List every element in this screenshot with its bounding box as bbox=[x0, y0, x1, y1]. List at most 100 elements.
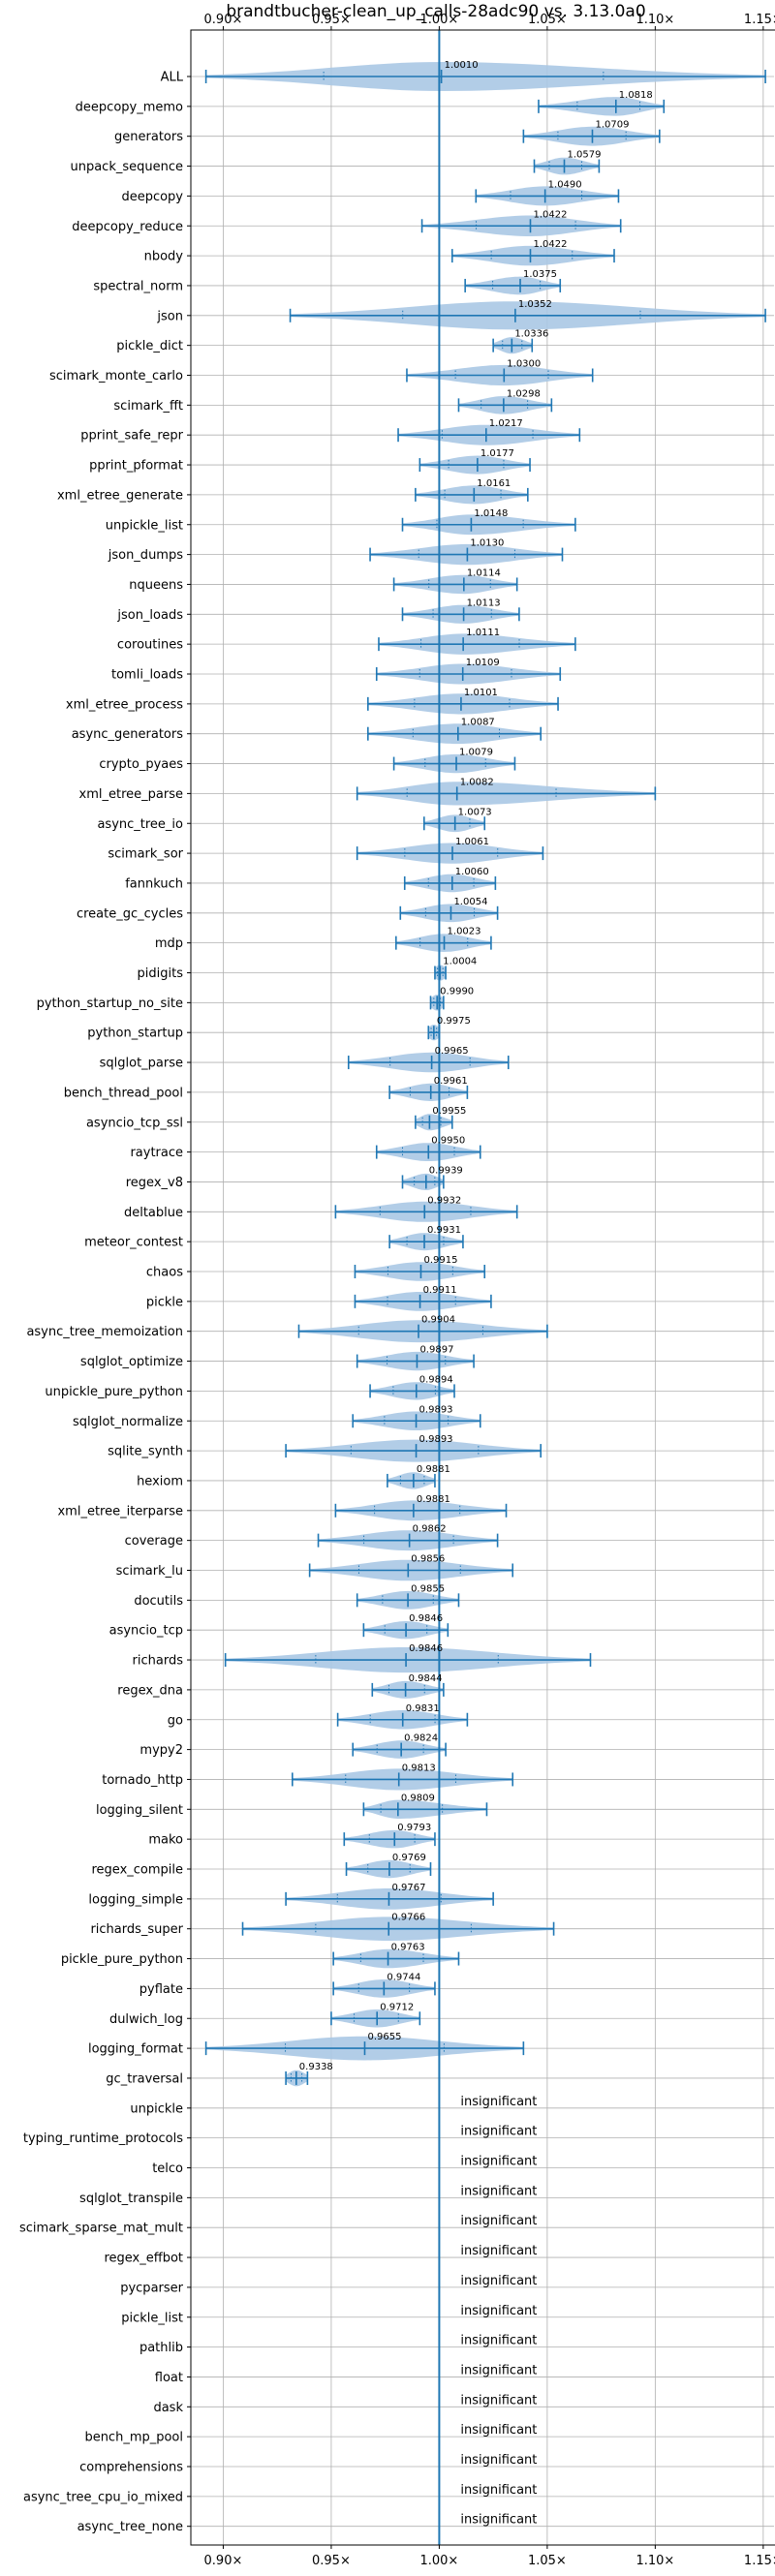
category-label-json-dumps: json_dumps bbox=[108, 548, 183, 563]
category-label-pidigits: pidigits bbox=[138, 966, 184, 981]
category-label-generators: generators bbox=[114, 130, 183, 144]
category-label-tomli-loads: tomli_loads bbox=[111, 668, 183, 683]
value-label-go: 0.9831 bbox=[406, 1703, 440, 1714]
value-label-coroutines: 1.0111 bbox=[466, 628, 500, 638]
insignificant-label-async-tree-cpu-io-mixed: insignificant bbox=[460, 2483, 537, 2498]
category-label-pathlib: pathlib bbox=[140, 2341, 183, 2355]
value-label-mdp: 1.0023 bbox=[448, 927, 481, 937]
value-label-richards-super: 0.9766 bbox=[391, 1913, 425, 1923]
category-label-sqlglot-normalize: sqlglot_normalize bbox=[73, 1415, 183, 1429]
insignificant-label-regex-effbot: insignificant bbox=[460, 2244, 537, 2258]
category-label-deepcopy: deepcopy bbox=[121, 190, 183, 204]
insignificant-label-bench-mp-pool: insignificant bbox=[460, 2423, 537, 2438]
value-label-fannkuch: 1.0060 bbox=[455, 867, 489, 877]
category-label-scimark-lu: scimark_lu bbox=[116, 1564, 183, 1579]
value-label-generators: 1.0709 bbox=[595, 120, 629, 131]
insignificant-label-scimark-sparse-mat-mult: insignificant bbox=[460, 2214, 537, 2228]
category-label-json-loads: json_loads bbox=[116, 608, 183, 623]
value-label-pprint-pformat: 1.0177 bbox=[480, 448, 514, 459]
category-label-go: go bbox=[168, 1713, 183, 1728]
category-label-async-tree-none: async_tree_none bbox=[78, 2520, 183, 2534]
category-label-pycparser: pycparser bbox=[120, 2281, 183, 2295]
category-label-raytrace: raytrace bbox=[130, 1146, 183, 1160]
value-label-xml-etree-parse: 1.0082 bbox=[460, 777, 494, 787]
category-label-python-startup-no-site: python_startup_no_site bbox=[37, 997, 183, 1011]
category-label-logging-format: logging_format bbox=[88, 2042, 183, 2057]
x-tick-label-bottom: 1.00× bbox=[419, 2554, 458, 2568]
insignificant-label-typing-runtime-protocols: insignificant bbox=[460, 2125, 537, 2139]
value-label-gc-traversal: 0.9338 bbox=[299, 2062, 333, 2072]
value-label-regex-dna: 0.9844 bbox=[409, 1673, 443, 1684]
value-label-json: 1.0352 bbox=[518, 299, 552, 310]
value-label-json-dumps: 1.0130 bbox=[470, 538, 504, 549]
insignificant-label-pathlib: insignificant bbox=[460, 2334, 537, 2348]
value-label-nbody: 1.0422 bbox=[533, 239, 567, 250]
category-label-unpickle: unpickle bbox=[130, 2101, 183, 2116]
value-label-async-generators: 1.0087 bbox=[461, 718, 495, 728]
category-label-gc-traversal: gc_traversal bbox=[106, 2071, 183, 2086]
category-label-async-generators: async_generators bbox=[72, 727, 184, 742]
value-label-bench-thread-pool: 0.9961 bbox=[434, 1076, 468, 1087]
insignificant-label-float: insignificant bbox=[460, 2363, 537, 2377]
insignificant-label-pickle-list: insignificant bbox=[460, 2304, 537, 2318]
value-label-pyflate: 0.9744 bbox=[387, 1972, 420, 1982]
chart-title: brandtbucher-clean_up_calls-28adc90 vs. … bbox=[226, 2, 645, 21]
insignificant-label-telco: insignificant bbox=[460, 2155, 537, 2169]
category-label-pickle: pickle bbox=[146, 1295, 183, 1309]
category-label-pyflate: pyflate bbox=[140, 1982, 183, 1997]
value-label-logging-simple: 0.9767 bbox=[391, 1883, 425, 1893]
category-label-deepcopy-memo: deepcopy_memo bbox=[76, 100, 183, 114]
category-label-unpickle-pure-python: unpickle_pure_python bbox=[45, 1385, 183, 1399]
category-label-python-startup: python_startup bbox=[87, 1027, 183, 1041]
category-label-unpickle-list: unpickle_list bbox=[106, 518, 183, 533]
category-label-mdp: mdp bbox=[155, 936, 183, 951]
category-label-meteor-contest: meteor_contest bbox=[84, 1236, 183, 1250]
value-label-python-startup: 0.9975 bbox=[437, 1016, 471, 1027]
category-label-deltablue: deltablue bbox=[124, 1206, 183, 1220]
category-label-async-tree-memoization: async_tree_memoization bbox=[26, 1325, 183, 1339]
value-label-json-loads: 1.0113 bbox=[467, 598, 501, 608]
category-label-bench-thread-pool: bench_thread_pool bbox=[64, 1086, 183, 1100]
value-label-logging-format: 0.9655 bbox=[367, 2032, 401, 2042]
value-label-xml-etree-generate: 1.0161 bbox=[477, 478, 511, 489]
category-label-dulwich-log: dulwich_log bbox=[109, 2012, 183, 2027]
value-label-scimark-fft: 1.0298 bbox=[507, 388, 541, 399]
category-label-xml-etree-generate: xml_etree_generate bbox=[57, 488, 183, 503]
value-label-pickle-dict: 1.0336 bbox=[514, 329, 548, 340]
value-label-coverage: 0.9862 bbox=[413, 1524, 447, 1535]
label-layer: 0.90× 0.90× 0.95× 0.95× 1.00× 1.00× 1.05× 1.05×… bbox=[19, 13, 775, 2568]
value-label-deepcopy: 1.0490 bbox=[548, 179, 582, 190]
category-label-logging-silent: logging_silent bbox=[96, 1803, 183, 1818]
value-label-sqlite-synth: 0.9893 bbox=[419, 1434, 453, 1445]
value-label-async-tree-memoization: 0.9904 bbox=[421, 1315, 455, 1326]
category-label-coroutines: coroutines bbox=[117, 638, 183, 653]
value-label-sqlglot-normalize: 0.9893 bbox=[419, 1404, 453, 1415]
category-label-mypy2: mypy2 bbox=[140, 1743, 183, 1758]
value-label-pickle: 0.9911 bbox=[423, 1285, 457, 1296]
value-label-deepcopy-memo: 1.0818 bbox=[619, 90, 653, 101]
category-label-pickle-pure-python: pickle_pure_python bbox=[61, 1952, 183, 1967]
category-label-float: float bbox=[155, 2371, 183, 2385]
category-label-regex-dna: regex_dna bbox=[117, 1683, 183, 1698]
category-label-scimark-monte-carlo: scimark_monte_carlo bbox=[49, 369, 183, 383]
category-label-bench-mp-pool: bench_mp_pool bbox=[84, 2431, 183, 2445]
category-label-asyncio-tcp-ssl: asyncio_tcp_ssl bbox=[86, 1116, 183, 1130]
category-label-scimark-sor: scimark_sor bbox=[108, 847, 183, 862]
value-label-meteor-contest: 0.9931 bbox=[427, 1225, 461, 1236]
category-label-pickle-list: pickle_list bbox=[121, 2311, 183, 2325]
category-label-sqlite-synth: sqlite_synth bbox=[108, 1445, 183, 1459]
plot-frame bbox=[190, 29, 775, 2546]
category-label-comprehensions: comprehensions bbox=[79, 2461, 183, 2475]
category-label-spectral-norm: spectral_norm bbox=[93, 279, 183, 293]
insignificant-label-sqlglot-transpile: insignificant bbox=[460, 2184, 537, 2198]
insignificant-label-dask: insignificant bbox=[460, 2393, 537, 2407]
value-label-xml-etree-process: 1.0101 bbox=[464, 688, 498, 698]
category-label-create-gc-cycles: create_gc_cycles bbox=[77, 906, 183, 921]
category-label-mako: mako bbox=[148, 1833, 183, 1848]
value-label-hexiom: 0.9881 bbox=[417, 1464, 450, 1475]
value-label-mypy2: 0.9824 bbox=[404, 1733, 438, 1744]
category-label-richards-super: richards_super bbox=[90, 1922, 183, 1937]
x-tick-label-bottom: 1.10× bbox=[636, 2554, 674, 2568]
